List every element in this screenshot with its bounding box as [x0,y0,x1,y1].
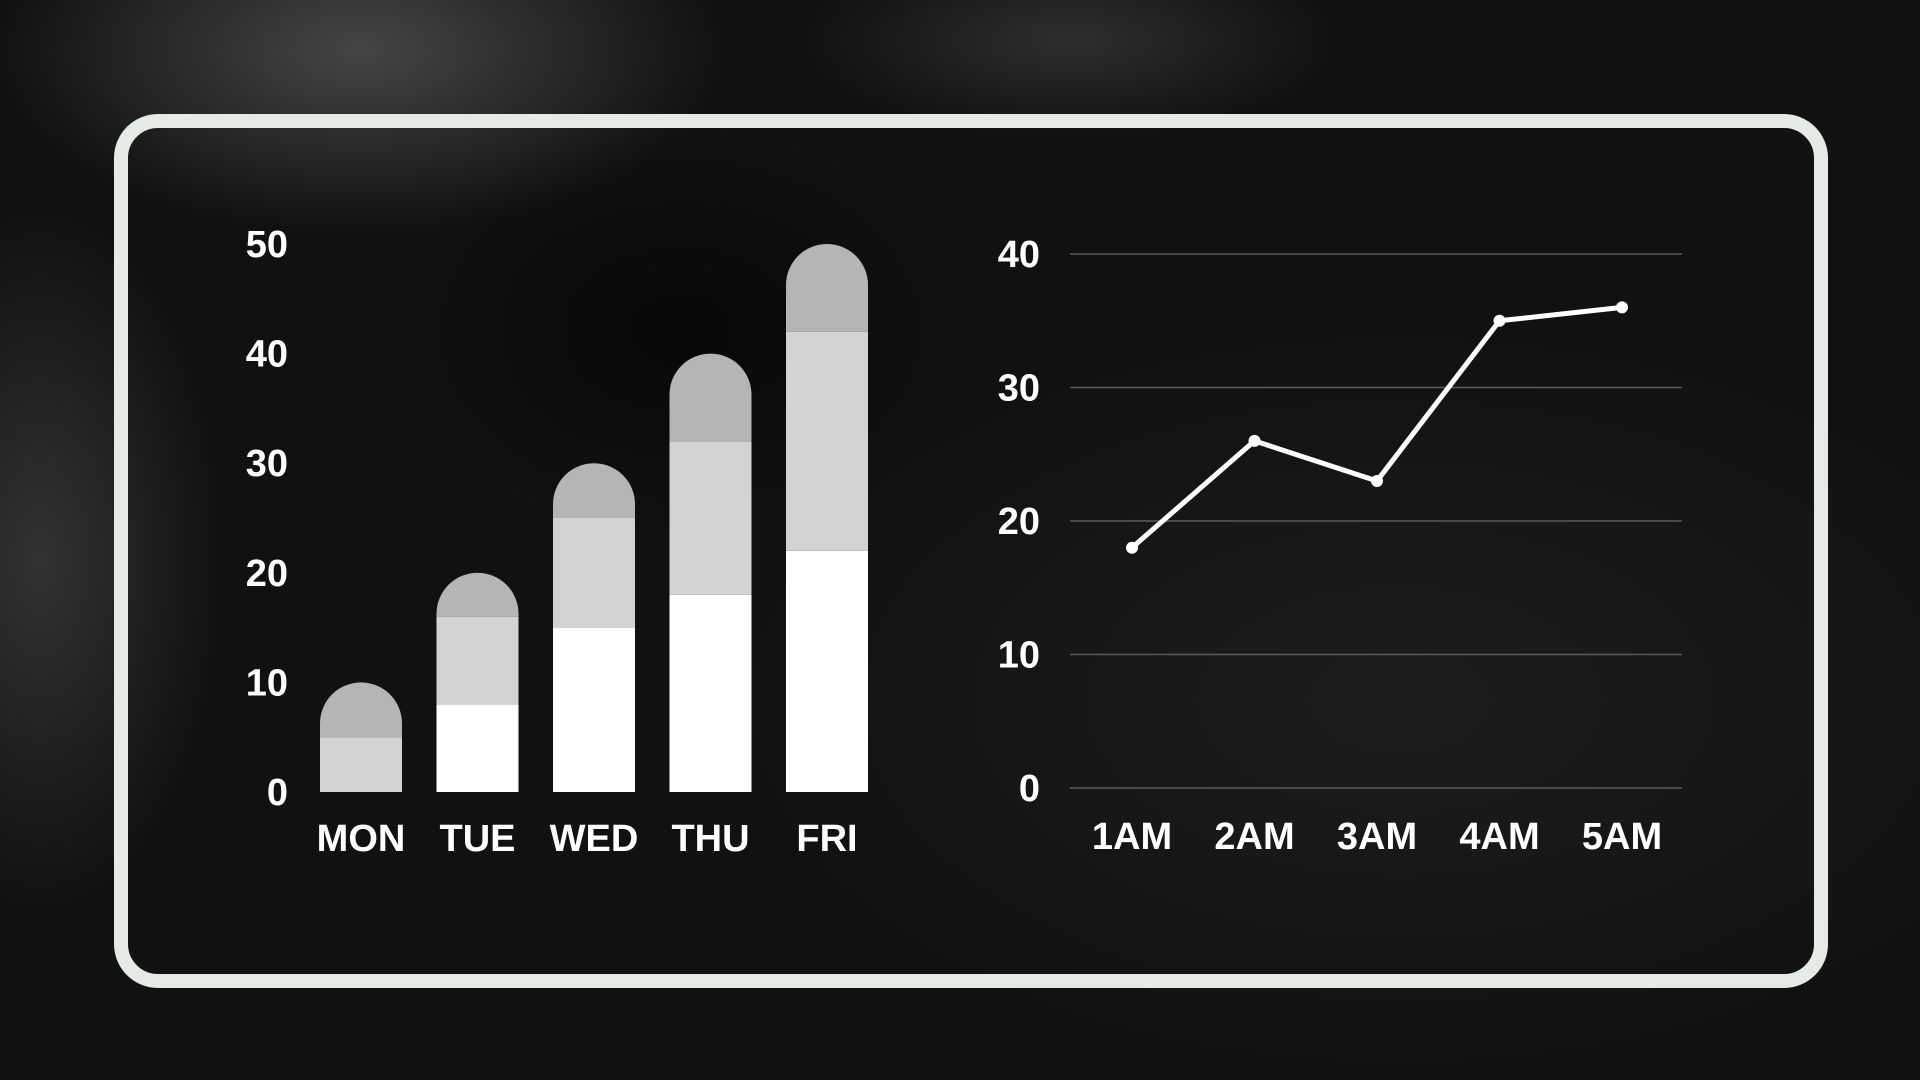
bar-y-tick-label: 40 [246,334,288,376]
bar-segment [436,572,519,617]
line-data-point [1371,474,1383,487]
bar-segment [669,594,752,792]
bar-mon [320,682,402,792]
line-data-point [1616,301,1628,314]
bar-thu [669,353,752,792]
bar-segment [320,682,402,738]
bar-segment [436,704,519,792]
bar-segment [669,353,752,442]
bar-segment [553,518,635,628]
line-x-tick-label: 2AM [1214,816,1294,858]
chart-panel-frame [114,114,1828,988]
line-data-point [1126,541,1138,554]
line-series [1129,304,1625,551]
bar-y-tick-label: 20 [246,553,288,595]
line-y-tick-label: 0 [1019,768,1040,810]
line-x-tick-label: 4AM [1459,816,1539,858]
bar-x-tick-label: FRI [796,818,857,860]
line-x-tick-label: 3AM [1337,816,1417,858]
bar-tue [436,572,519,792]
line-y-tick-label: 20 [998,501,1040,543]
bar-segment [786,550,868,792]
line-data-point [1248,434,1261,447]
bar-x-tick-label: WED [550,818,639,860]
bar-segment [553,463,635,518]
line-chart: 0 10 20 30 40 1AM 2AM 3AM 4AM 5AM [998,234,1682,858]
bar-chart: 0 10 20 30 40 50 MON TUE WED THU FRI [246,224,868,860]
bar-y-tick-label: 10 [246,662,288,704]
line-y-tick-label: 10 [998,635,1040,677]
bar-segment [786,244,868,332]
bar-y-tick-label: 50 [246,224,288,266]
line-x-tick-label: 5AM [1582,816,1662,858]
bar-y-tick-label: 0 [267,772,288,814]
bar-x-tick-label: MON [317,818,406,860]
bar-wed [553,463,635,792]
bar-segment [436,616,519,705]
bar-fri [786,244,868,792]
line-y-tick-label: 30 [998,368,1040,410]
bar-segment [553,627,635,792]
line-y-tick-label: 40 [998,234,1040,276]
bar-segment [786,331,868,551]
bar-x-tick-label: TUE [440,818,516,860]
line-data-point [1493,314,1506,327]
bar-segment [669,441,752,595]
bar-y-tick-label: 30 [246,443,288,485]
bar-segment [320,737,402,792]
bar-x-tick-label: THU [671,818,749,860]
line-x-tick-label: 1AM [1092,816,1172,858]
